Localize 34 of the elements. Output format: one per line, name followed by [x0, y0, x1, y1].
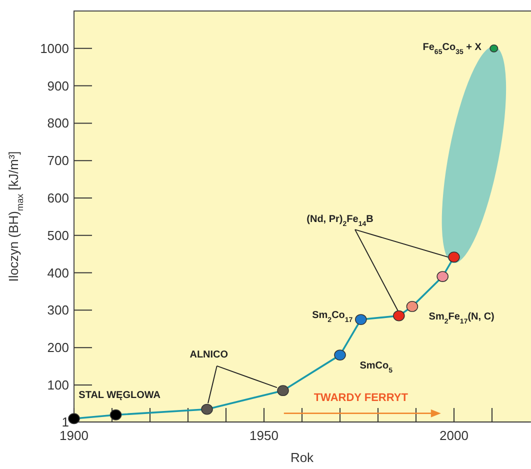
y-tick-label: 300 — [47, 302, 69, 318]
point — [355, 314, 367, 325]
y-tick-label: 200 — [47, 340, 69, 356]
y-tick-label: 700 — [47, 153, 69, 168]
annotation: ALNICO — [190, 349, 228, 360]
point — [68, 413, 80, 424]
annotation: Fe$_{65}$Co$_{35}$ + X — [422, 42, 482, 56]
point — [406, 300, 418, 312]
point — [201, 404, 213, 415]
annotation: Sm$_{2}$Fe$_{17}$(N, C) — [428, 311, 494, 325]
y-tick-label: 400 — [47, 265, 69, 280]
y-tick-label: 500 — [47, 228, 69, 243]
y-tick-label: 900 — [47, 78, 69, 94]
x-axis-title: Rok — [290, 450, 314, 465]
point — [393, 310, 405, 322]
annotation: (Nd, Pr)$_{2}$Fe$_{14}$B — [306, 214, 374, 228]
annotation: SmCo$_{5}$ — [360, 360, 393, 374]
annotation: Sm$_{2}$Co$_{17}$ — [312, 310, 353, 324]
x-tick-label: 1900 — [60, 428, 88, 443]
point — [490, 44, 498, 52]
x-tick-label: 1950 — [250, 428, 278, 443]
point — [334, 350, 346, 361]
x-tick-label: 2000 — [440, 428, 468, 443]
y-tick-label: 100 — [47, 378, 69, 393]
annotation: TWARDY FERRYT — [314, 392, 408, 404]
point — [436, 271, 448, 282]
annotation: STAL WĘGLOWA — [78, 390, 161, 401]
y-tick-label: 600 — [47, 190, 69, 206]
point — [110, 409, 122, 420]
y-tick-label: 1 — [62, 414, 69, 430]
point — [448, 252, 460, 263]
y-tick-label: 1000 — [40, 40, 69, 56]
y-tick-label: 800 — [47, 116, 69, 131]
point — [277, 385, 289, 396]
